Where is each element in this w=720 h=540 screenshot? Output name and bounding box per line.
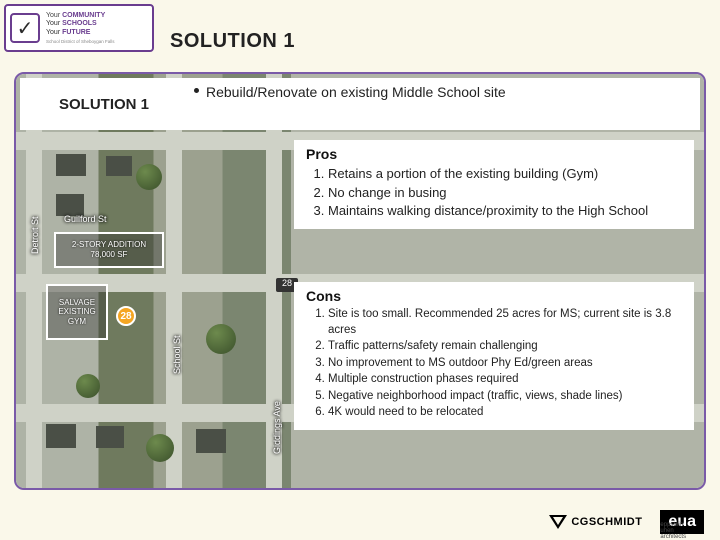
list-item: 4K would need to be relocated [328,405,682,421]
cons-panel: Cons Site is too small. Recommended 25 a… [294,282,694,430]
street-label-guilford: Guilford St [64,214,107,224]
page-title: SOLUTION 1 [170,30,295,53]
pros-title: Pros [306,146,682,162]
list-item: Maintains walking distance/proximity to … [328,202,682,220]
list-item: No improvement to MS outdoor Phy Ed/gree… [328,356,682,372]
list-item: Site is too small. Recommended 25 acres … [328,307,682,338]
footer-logos: CGSCHMIDT eua eppstein uhen architects [549,510,704,534]
checkmark-icon: ✓ [10,13,40,43]
street-label-detroit: Detroit St [30,216,40,254]
route-marker: 28 [116,306,136,326]
eua-subtext: eppstein uhen architects [660,522,688,540]
list-item: Multiple construction phases required [328,372,682,388]
community-logo: ✓ Your COMMUNITY Your SCHOOLS Your FUTUR… [4,4,154,52]
list-item: No change in busing [328,184,682,202]
logo-text: Your COMMUNITY Your SCHOOLS Your FUTURE … [46,12,115,45]
pros-panel: Pros Retains a portion of the existing b… [294,140,694,229]
cons-title: Cons [306,288,682,304]
map-box-addition: 2-STORY ADDITION 78,000 SF [54,232,164,268]
pros-list: Retains a portion of the existing buildi… [306,165,682,220]
list-item: Negative neighborhood impact (traffic, v… [328,389,682,405]
street-label-giddings: Giddings Ave [272,401,282,454]
list-item: Traffic patterns/safety remain challengi… [328,339,682,355]
cons-list: Site is too small. Recommended 25 acres … [306,307,682,421]
solution-header: SOLUTION 1 Rebuild/Renovate on existing … [20,78,700,130]
triangle-icon [549,515,567,529]
cgschmidt-logo: CGSCHMIDT [549,515,642,529]
solution-description: Rebuild/Renovate on existing Middle Scho… [188,78,700,130]
solution-label: SOLUTION 1 [20,78,188,130]
street-label-school: School St [172,335,182,374]
map-box-salvage: SALVAGE EXISTING GYM [46,284,108,340]
list-item: Retains a portion of the existing buildi… [328,165,682,183]
bullet-icon [194,88,199,93]
content-frame: Guilford St Detroit St School St Gidding… [14,72,706,490]
